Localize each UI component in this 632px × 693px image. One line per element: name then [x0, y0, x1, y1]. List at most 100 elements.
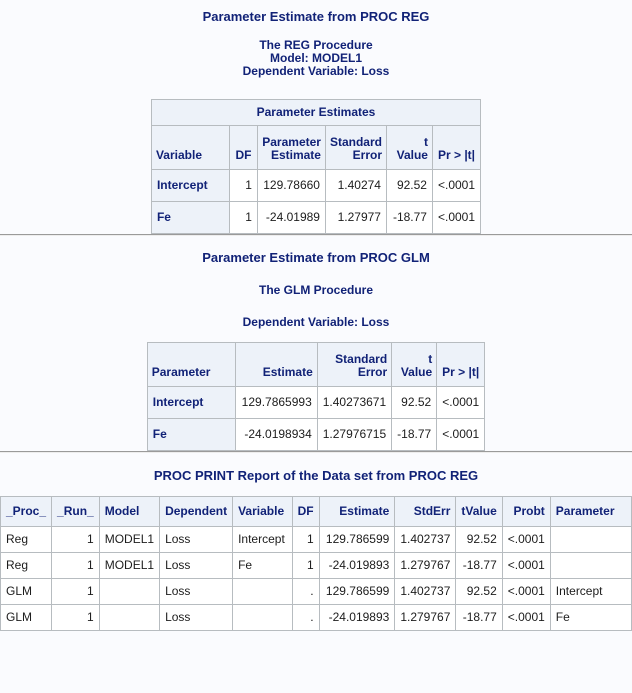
table-row: Reg 1 MODEL1 Loss Fe 1 -24.019893 1.279767 -18.7… — [0, 552, 632, 579]
data-cell — [549, 526, 632, 553]
data-cell: -18.77 — [455, 604, 503, 631]
row-header-cell: Fe — [150, 201, 230, 234]
proc-print-report-table: _Proc_ _Run_ Model Dependent Variable DF Estim… — [0, 496, 632, 631]
section-title: Parameter Estimate from PROC GLM — [202, 250, 430, 265]
data-cell: Loss — [159, 578, 234, 605]
data-cell: Loss — [159, 604, 234, 631]
data-cell: 92.52 — [455, 526, 503, 553]
data-cell: 1 — [51, 552, 100, 579]
column-header: Estimate — [318, 496, 396, 527]
data-cell: <.0001 — [431, 169, 482, 202]
column-header: Estimate — [234, 342, 318, 387]
column-header: t Value — [385, 125, 433, 170]
data-cell: <.0001 — [501, 578, 551, 605]
data-cell: 1.279767 — [394, 604, 457, 631]
data-cell: GLM — [0, 604, 53, 631]
procedure-name: The REG Procedure — [259, 38, 373, 52]
data-cell: 129.786599 — [318, 526, 396, 553]
proc-reg-parameter-estimates-table: Parameter Estimates Variable DF Parameter E… — [150, 99, 482, 234]
data-cell: Loss — [159, 526, 234, 553]
data-cell — [98, 578, 161, 605]
data-cell: 1.40273671 — [316, 386, 393, 419]
column-header: DF — [228, 125, 258, 170]
column-header: Parameter Estimate — [256, 125, 326, 170]
data-cell: 1.27976715 — [316, 418, 393, 451]
data-cell: . — [291, 578, 320, 605]
header-row: Variable DF Parameter Estimate Standard Err… — [150, 125, 482, 170]
procedure-name: The GLM Procedure — [258, 283, 374, 297]
data-cell: <.0001 — [501, 526, 551, 553]
data-cell: -18.77 — [385, 201, 433, 234]
table-row: GLM 1 Loss. -24.019893 1.279767 -18.77 <.0001 F… — [0, 604, 632, 631]
data-cell: <.0001 — [436, 418, 486, 451]
data-cell — [98, 604, 161, 631]
data-cell: -24.019893 — [318, 552, 396, 579]
data-cell: <.0001 — [501, 604, 551, 631]
data-cell: 1 — [51, 604, 100, 631]
data-cell: -24.0198934 — [234, 418, 318, 451]
data-cell: Fe — [549, 604, 632, 631]
data-cell: 129.78660 — [256, 169, 326, 202]
section-title: Parameter Estimate from PROC REG — [202, 9, 430, 24]
column-header: t Value — [391, 342, 438, 387]
table-row: GLM 1 Loss. 129.786599 1.402737 92.52 <.0001 In… — [0, 578, 632, 605]
data-cell: Reg — [0, 526, 53, 553]
table-row: Fe -24.0198934 1.27976715 -18.77 <.0001 — [146, 418, 486, 451]
data-cell — [232, 578, 293, 605]
data-cell: Intercept — [549, 578, 632, 605]
column-header: _Proc_ — [0, 496, 53, 527]
table-row: Intercept 1 129.78660 1.40274 92.52 <.0001 — [150, 169, 482, 202]
column-header: StdErr — [394, 496, 457, 527]
column-header: Pr > |t| — [436, 342, 486, 387]
header-row: Parameter Estimate Standard Error t Value Pr… — [146, 342, 486, 387]
data-cell: -24.01989 — [256, 201, 326, 234]
column-header: Standard Error — [316, 342, 393, 387]
column-header: Dependent — [159, 496, 234, 527]
section-divider — [0, 234, 632, 236]
table-row: Reg 1 MODEL1 Loss Intercept 1 129.786599 1.4027… — [0, 526, 632, 553]
table-row: Intercept 129.7865993 1.40273671 92.52 <.000… — [146, 386, 486, 419]
column-header: Model — [98, 496, 161, 527]
data-cell: -18.77 — [391, 418, 438, 451]
data-cell: MODEL1 — [98, 526, 161, 553]
data-cell: 1.27977 — [324, 201, 387, 234]
header-row: _Proc_ _Run_ Model Dependent Variable DF Estim… — [0, 496, 632, 527]
section-proc-print: PROC PRINT Report of the Data set from P… — [0, 468, 632, 631]
data-cell: MODEL1 — [98, 552, 161, 579]
dependent-variable-label: Dependent Variable: Loss — [242, 315, 390, 329]
data-cell — [549, 552, 632, 579]
data-cell: -18.77 — [455, 552, 503, 579]
data-cell: 1.279767 — [394, 552, 457, 579]
row-header-cell: Intercept — [150, 169, 230, 202]
column-header: DF — [291, 496, 320, 527]
data-cell: 1 — [51, 578, 100, 605]
data-cell: Reg — [0, 552, 53, 579]
data-cell: 1 — [228, 169, 258, 202]
column-header: Variable — [150, 125, 230, 170]
data-cell: 92.52 — [385, 169, 433, 202]
section-proc-reg: Parameter Estimate from PROC REG The REG… — [0, 9, 632, 234]
data-cell: 1.402737 — [394, 526, 457, 553]
column-header: Parameter — [146, 342, 236, 387]
data-cell: Intercept — [232, 526, 293, 553]
section-divider — [0, 451, 632, 453]
row-header-cell: Fe — [146, 418, 236, 451]
data-cell: <.0001 — [431, 201, 482, 234]
column-header: tValue — [455, 496, 503, 527]
row-header-cell: Intercept — [146, 386, 236, 419]
data-cell: Fe — [232, 552, 293, 579]
column-header: Probt — [501, 496, 551, 527]
data-cell: 1 — [228, 201, 258, 234]
data-cell: 1 — [291, 552, 320, 579]
data-cell: 92.52 — [391, 386, 438, 419]
section-title: PROC PRINT Report of the Data set from P… — [153, 468, 479, 483]
data-cell: <.0001 — [436, 386, 486, 419]
data-cell: GLM — [0, 578, 53, 605]
data-cell: 92.52 — [455, 578, 503, 605]
sas-results-page: Parameter Estimate from PROC REG The REG… — [0, 9, 632, 631]
section-proc-glm: Parameter Estimate from PROC GLM The GLM… — [0, 250, 632, 451]
data-cell: -24.019893 — [318, 604, 396, 631]
column-header: Standard Error — [324, 125, 387, 170]
column-header: Parameter — [549, 496, 632, 527]
column-header: _Run_ — [51, 496, 100, 527]
